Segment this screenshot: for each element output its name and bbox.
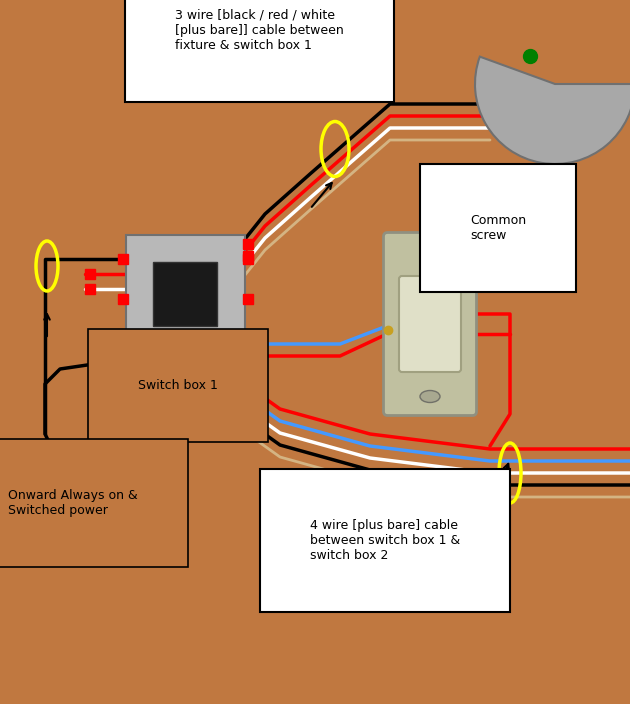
Ellipse shape: [420, 246, 440, 258]
Text: Onward Always on &
Switched power: Onward Always on & Switched power: [8, 489, 138, 517]
Text: Switch box 1: Switch box 1: [138, 379, 218, 392]
Wedge shape: [475, 56, 630, 164]
Text: 3 wire [black / red / white
[plus bare]] cable between
fixture & switch box 1: 3 wire [black / red / white [plus bare]]…: [175, 9, 344, 52]
FancyBboxPatch shape: [125, 234, 244, 434]
Text: 4 wire [plus bare] cable
between switch box 1 &
switch box 2: 4 wire [plus bare] cable between switch …: [310, 519, 461, 562]
Ellipse shape: [420, 391, 440, 403]
FancyBboxPatch shape: [153, 262, 217, 326]
FancyBboxPatch shape: [384, 232, 476, 415]
FancyBboxPatch shape: [399, 276, 461, 372]
Text: Common
screw: Common screw: [470, 214, 526, 242]
